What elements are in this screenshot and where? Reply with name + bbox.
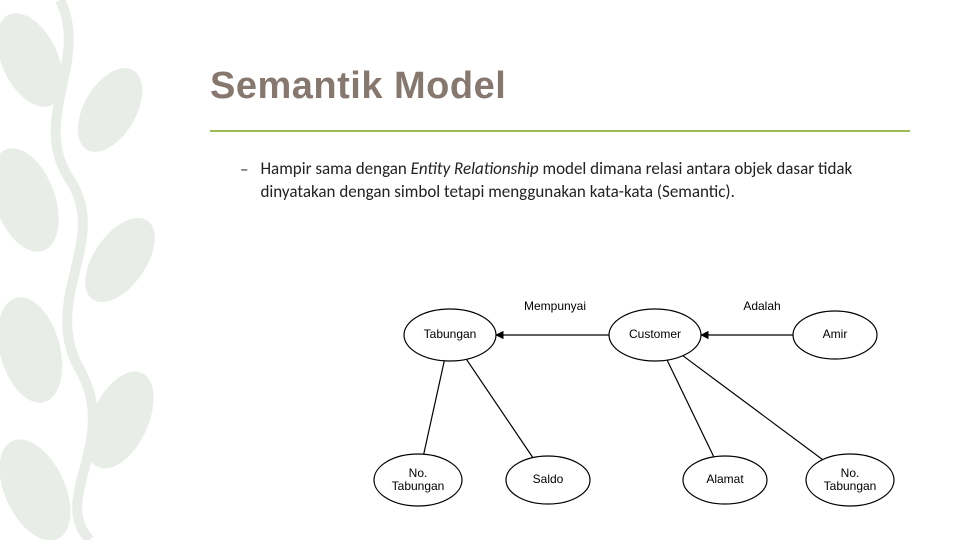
title-underline [210, 130, 910, 132]
slide-content: Semantik Model – Hampir sama dengan Enti… [210, 65, 910, 204]
diagram-node-label: Customer [629, 327, 681, 341]
diagram-node-label: Alamat [706, 472, 744, 486]
diagram-edge-label: Mempunyai [524, 299, 586, 313]
diagram-edge [683, 356, 823, 460]
semantic-diagram: TabunganCustomerAmirNo.TabunganSaldoAlam… [370, 285, 900, 520]
bullet-item: – Hampir sama dengan Entity Relationship… [210, 158, 910, 204]
bullet-prefix: Hampir sama dengan [260, 158, 410, 179]
bullet-dash-icon: – [240, 158, 248, 182]
diagram-edge [466, 359, 532, 457]
diagram-node-label: Amir [823, 327, 848, 341]
page-title: Semantik Model [210, 65, 910, 108]
diagram-edge [424, 361, 445, 454]
vine-icon [0, 0, 180, 540]
diagram-edge [667, 360, 714, 457]
diagram-node-label: Tabungan [424, 327, 477, 341]
bullet-text: Hampir sama dengan Entity Relationship m… [260, 158, 900, 204]
diagram-edge-label: Adalah [743, 299, 780, 313]
background-decoration [0, 0, 180, 540]
bullet-italic: Entity Relationship [411, 158, 539, 179]
diagram-node-label: Saldo [533, 472, 564, 486]
